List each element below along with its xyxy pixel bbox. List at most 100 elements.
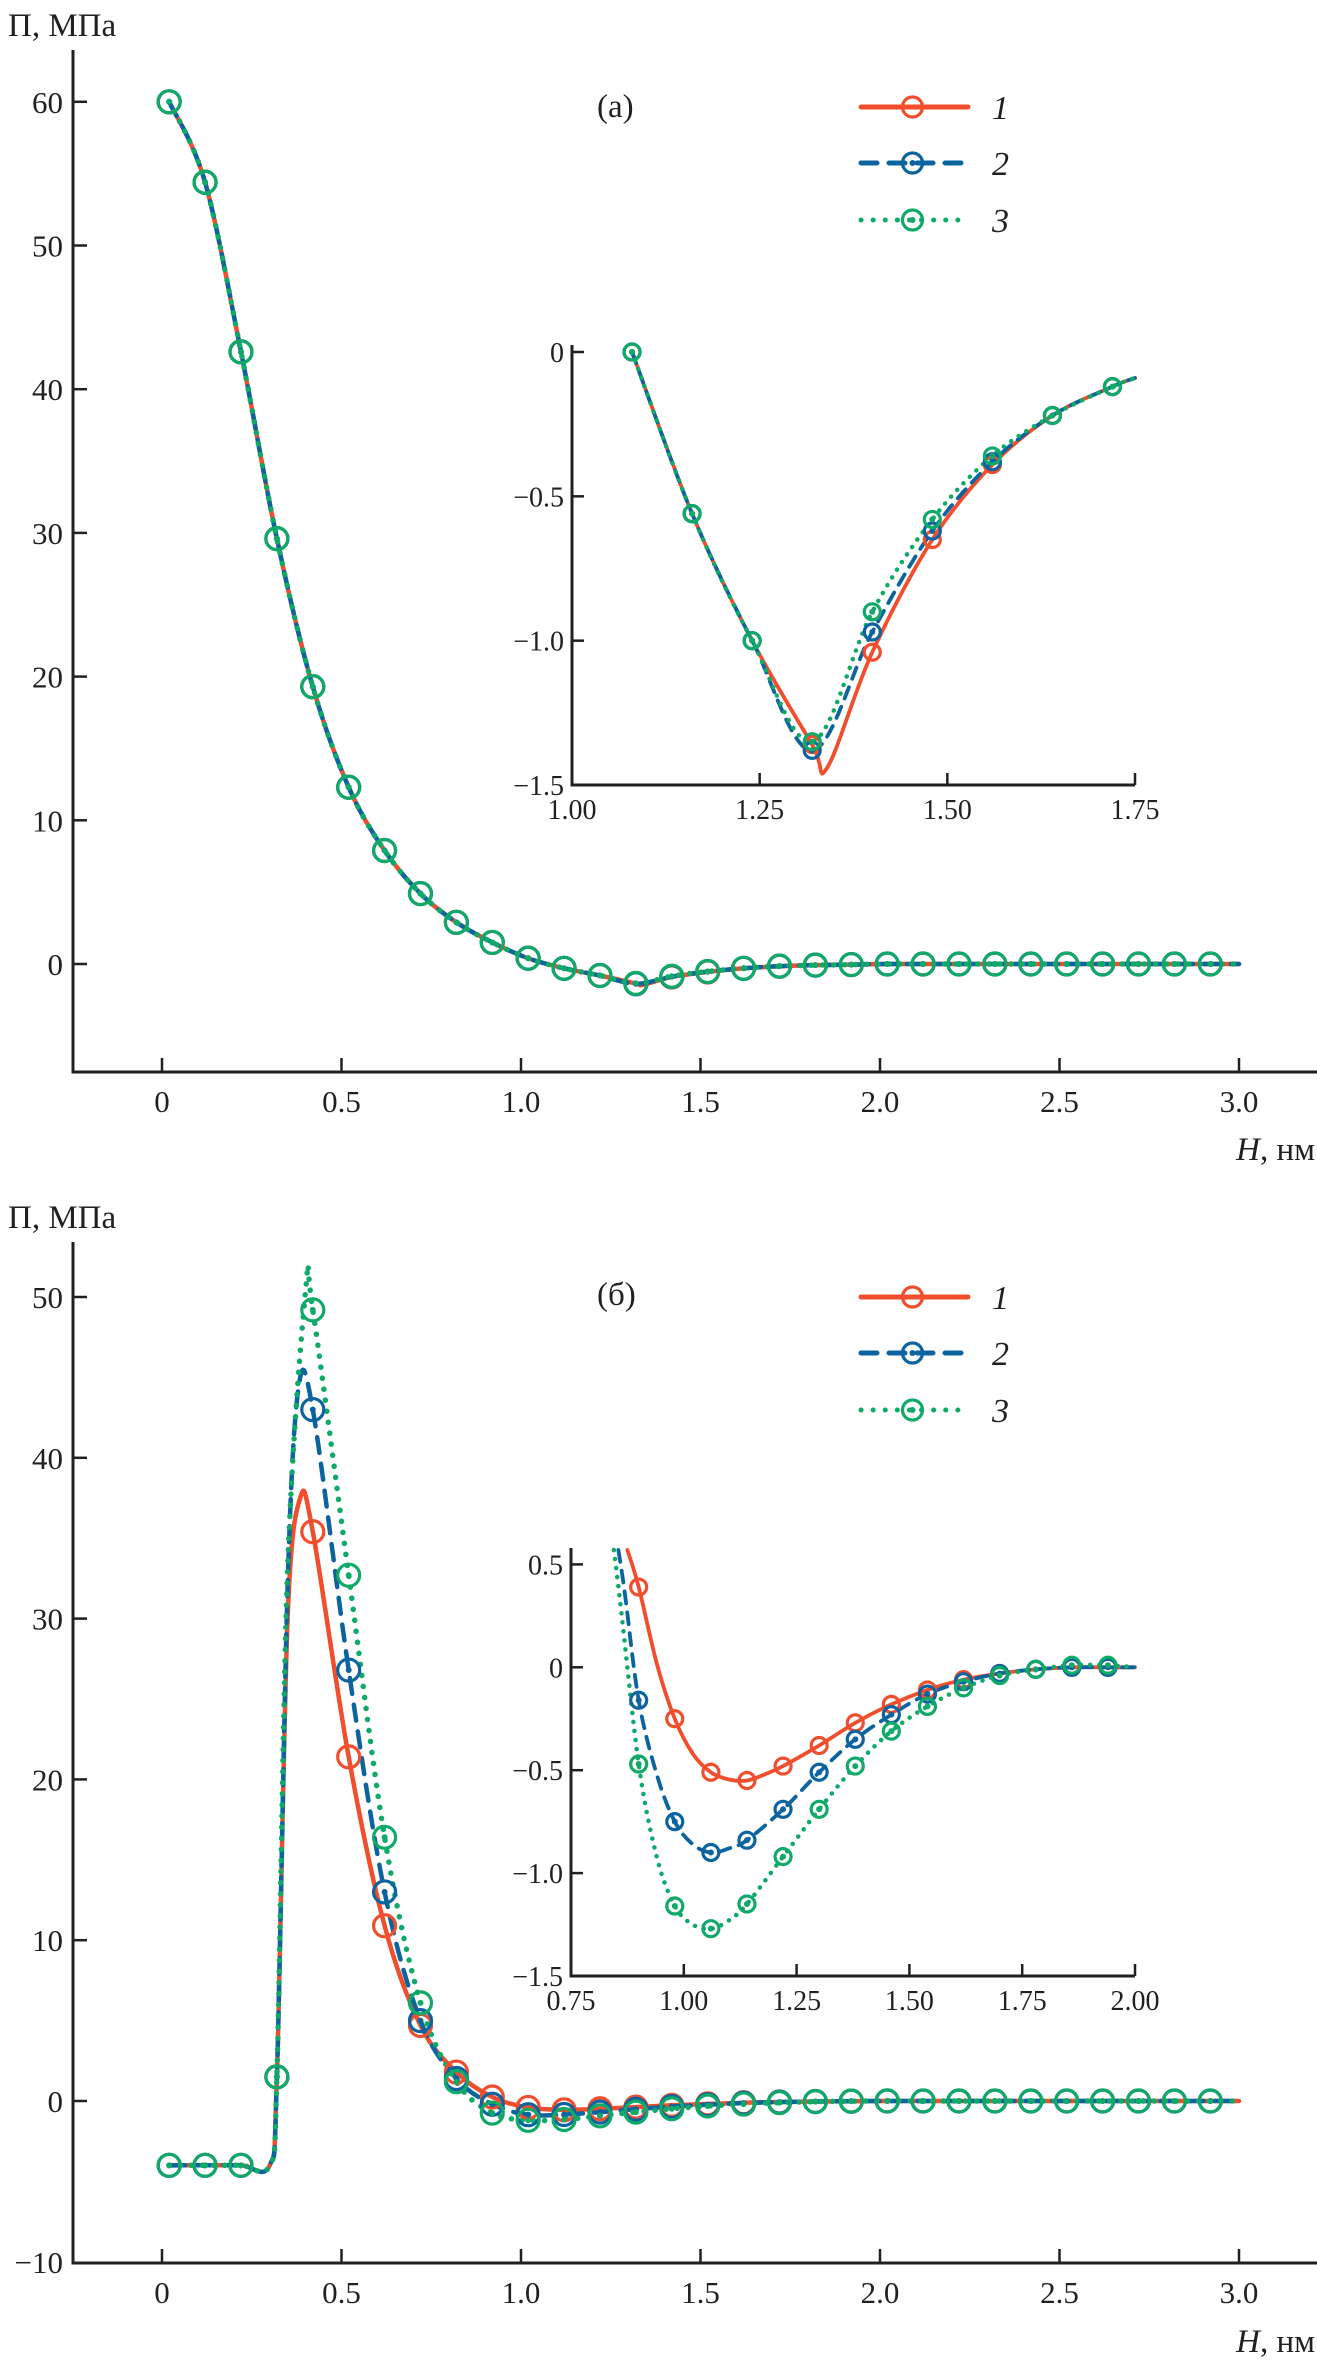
- series-3-marker: [623, 970, 649, 996]
- y-tick-label: −10: [15, 2245, 63, 2280]
- series-3-marker: [982, 951, 1008, 977]
- series-3-marker-dot: [417, 890, 424, 897]
- series-2-marker: [371, 1879, 398, 1905]
- inset-x-tick-label: 1.25: [735, 795, 784, 826]
- inset-y-tick-label: 0.5: [528, 1550, 563, 1581]
- legend-marker-2: [900, 1341, 925, 1365]
- panel-a-label: (a): [597, 89, 634, 125]
- series-3-marker: [371, 1824, 398, 1850]
- series-3-marker: [192, 2152, 218, 2178]
- inset-series-3-marker-dot: [635, 1761, 642, 1768]
- x-tick-label: 2.0: [861, 1084, 900, 1119]
- inset-series-2-marker-dot: [780, 1806, 787, 1813]
- inset-series-1-marker: [773, 1756, 793, 1776]
- x-axis-symbol: H: [1235, 2324, 1262, 2360]
- inset-x-tick-label: 1.75: [1111, 795, 1160, 826]
- inset-series-3-marker-dot: [989, 452, 996, 459]
- inset-series-2-marker-dot: [743, 1837, 750, 1844]
- inset-x-tick-label: 0.75: [547, 1986, 596, 2017]
- inset-series-2-marker: [701, 1842, 721, 1863]
- series-3-marker: [946, 951, 972, 977]
- series-2-marker-dot: [417, 2017, 424, 2024]
- series-3-marker-dot: [920, 961, 927, 967]
- y-tick-label: 10: [32, 1923, 63, 1958]
- series-3-marker-dot: [668, 2105, 675, 2112]
- y-tick-label: 60: [32, 85, 63, 120]
- x-tick-label: 1.0: [502, 1084, 541, 1119]
- inset-series-3-marker-dot: [1104, 1662, 1111, 1669]
- series-3-marker-dot: [381, 847, 388, 854]
- series-3-marker: [1054, 2088, 1080, 2114]
- series-3-marker-dot: [561, 2116, 568, 2123]
- inset-x-tick-label: 1.00: [659, 1986, 708, 2017]
- series-3-marker-dot: [668, 973, 675, 980]
- series-3-marker: [623, 2099, 649, 2125]
- series-3-marker: [766, 2090, 793, 2116]
- inset-series-3-line: [611, 1547, 1138, 1932]
- series-3-marker: [443, 909, 469, 935]
- series-3-marker: [300, 1297, 326, 1323]
- inset-series-2-marker-dot: [929, 527, 936, 534]
- inset-series-3-marker: [622, 342, 642, 362]
- legend-marker-3: [900, 1398, 925, 1422]
- series-3-marker-dot: [991, 2098, 998, 2104]
- inset-series-3-marker-dot: [1068, 1662, 1075, 1669]
- series-3-marker-dot: [237, 348, 244, 355]
- series-3-marker-dot: [740, 965, 747, 972]
- series-3-marker: [479, 2100, 505, 2126]
- inset-series-group: [611, 1547, 1138, 1932]
- legend-label-3: 3: [991, 203, 1009, 240]
- series-3-marker-dot: [848, 2098, 855, 2105]
- series-3-marker-dot: [525, 2117, 532, 2124]
- inset-series-3-marker: [917, 1696, 938, 1717]
- series-3-marker: [407, 1990, 434, 2016]
- series-3-marker: [587, 962, 613, 989]
- inset-x-tick-label: 2.00: [1111, 1986, 1160, 2017]
- y-tick-label: 50: [32, 1280, 63, 1315]
- series-3-marker: [228, 339, 254, 365]
- series-2-marker: [300, 1396, 326, 1423]
- series-3-marker: [1125, 2088, 1152, 2114]
- series-3-marker: [479, 929, 505, 956]
- series-3-marker: [228, 2152, 254, 2178]
- series-3-marker: [730, 2091, 757, 2117]
- series-3-marker: [1197, 2088, 1223, 2114]
- series-3-marker-dot: [704, 968, 711, 975]
- series-3-marker: [1054, 951, 1080, 977]
- series-3-marker-dot: [776, 2099, 783, 2106]
- inset-series-3-marker: [881, 1721, 901, 1741]
- y-tick-label: 0: [48, 947, 64, 982]
- series-1-line: [166, 1488, 1242, 2175]
- legend-marker-2-dot: [909, 1350, 916, 1356]
- series-3-marker-dot: [1063, 961, 1070, 967]
- series-3-marker-dot: [632, 980, 639, 987]
- inset-series-2-marker: [629, 1690, 649, 1710]
- inset-series-2-marker-dot: [707, 1849, 714, 1856]
- inset-series-1-marker: [809, 1735, 829, 1756]
- series-3-marker: [982, 2088, 1008, 2114]
- inset-series-2-marker: [917, 1684, 938, 1704]
- inset-series-3-marker: [953, 1678, 974, 1698]
- inset-series-3-marker-dot: [707, 1925, 714, 1932]
- inset-series-3-marker-dot: [869, 608, 876, 615]
- series-3-marker-dot: [632, 2109, 639, 2116]
- series-3-marker: [443, 2069, 469, 2095]
- panel-b-x-axis-title: H, нм: [1235, 2324, 1315, 2360]
- inset-series-3-marker-dot: [960, 1684, 967, 1691]
- series-3-marker-dot: [489, 2110, 496, 2117]
- inset-series-1-line: [625, 1548, 1137, 1783]
- y-tick-label: 50: [32, 229, 63, 264]
- inset-series-3-marker: [742, 631, 762, 651]
- series-3-marker: [371, 837, 398, 864]
- series-3-marker-dot: [991, 961, 998, 967]
- inset-series-2-marker-dot: [888, 1711, 895, 1718]
- series-3-marker: [264, 526, 290, 552]
- series-3-marker: [515, 2107, 541, 2133]
- x-tick-label: 0: [154, 2275, 170, 2310]
- series-3-marker: [551, 955, 577, 981]
- inset-series-1-marker: [862, 642, 882, 662]
- legend-marker-1: [900, 95, 925, 119]
- series-2-marker-dot: [561, 2111, 568, 2118]
